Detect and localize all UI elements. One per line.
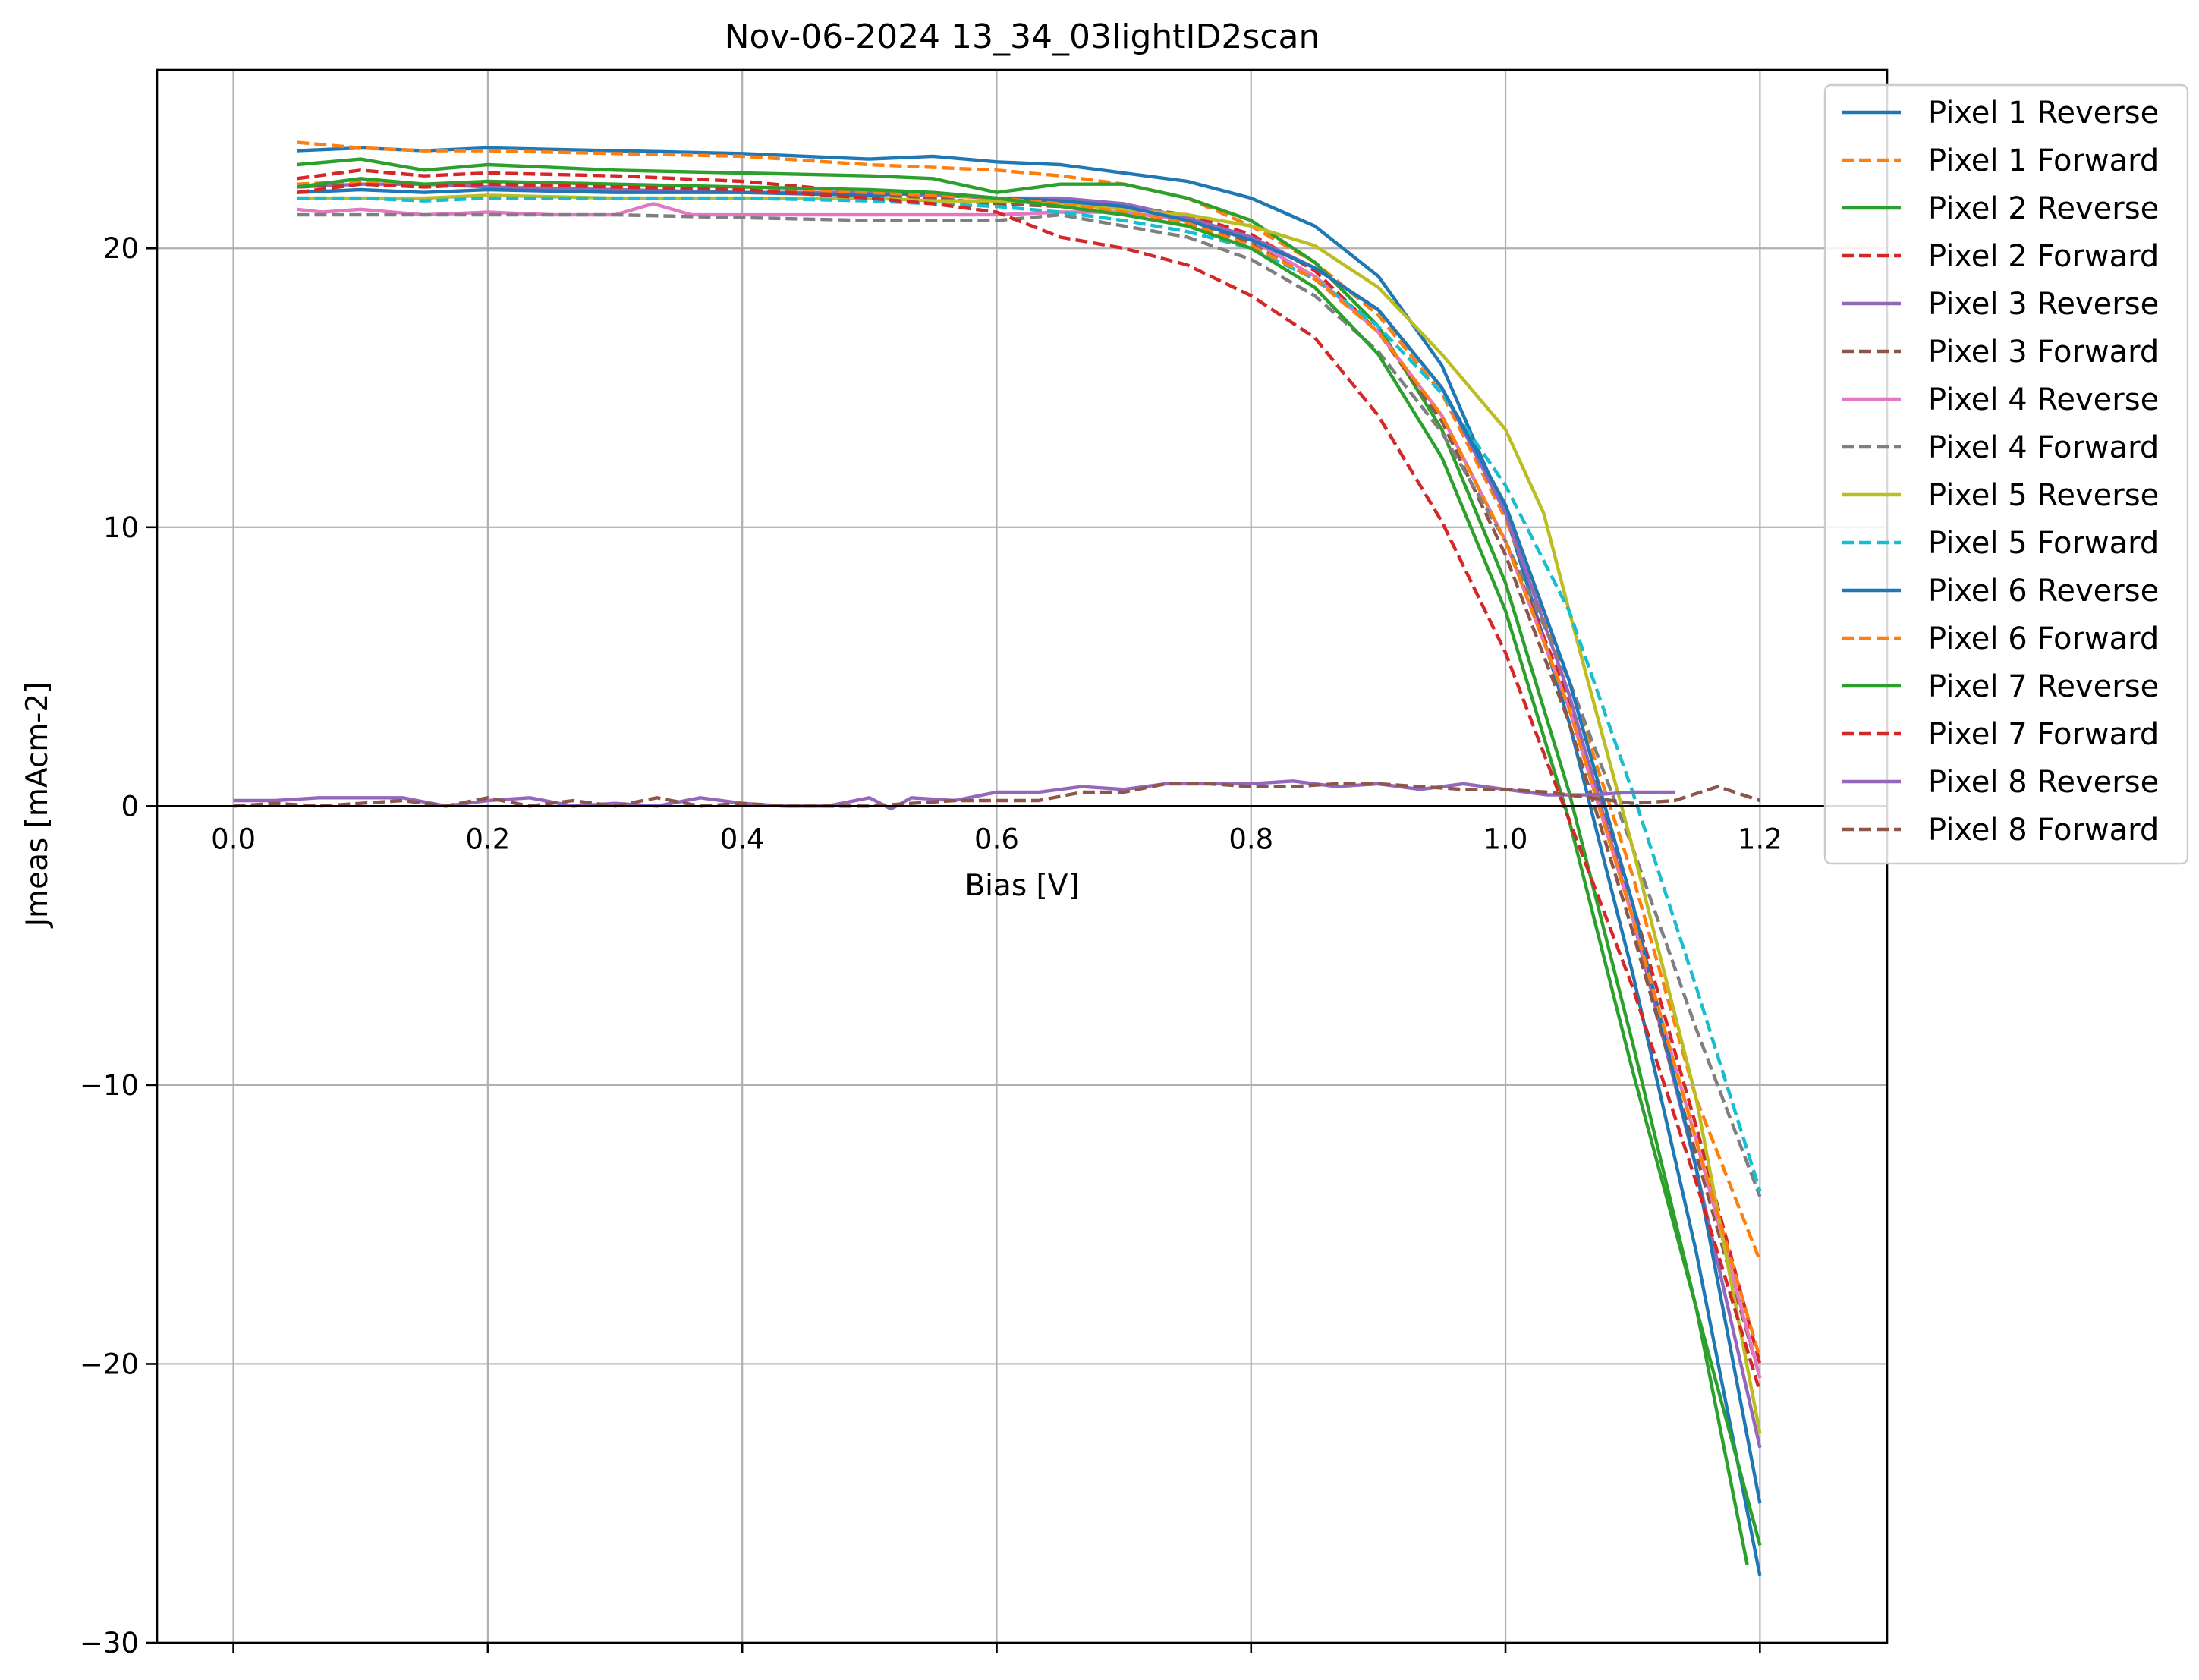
legend-label: Pixel 5 Forward xyxy=(1928,526,2159,561)
x-tick-label: 0.0 xyxy=(211,823,256,855)
series-lines xyxy=(233,140,1762,1577)
x-tick-label: 0.8 xyxy=(1228,823,1273,855)
legend-label: Pixel 8 Reverse xyxy=(1928,765,2159,800)
y-tick-label: 0 xyxy=(121,790,139,823)
y-tick-label: −20 xyxy=(80,1348,139,1380)
y-tick-label: −30 xyxy=(80,1627,139,1660)
tick-labels: 0.0 0.2 0.4 0.6 0.8 1.0 1.2 20 10 0 −10 −20 −30 xyxy=(80,232,1782,1660)
legend-label: Pixel 8 Forward xyxy=(1928,813,2159,848)
legend-label: Pixel 4 Forward xyxy=(1928,430,2159,465)
legend-label: Pixel 7 Forward xyxy=(1928,717,2159,752)
x-tick-label: 0.6 xyxy=(974,823,1019,855)
legend-label: Pixel 1 Forward xyxy=(1928,143,2159,178)
series-line-pixel-8-reverse xyxy=(233,779,1675,811)
x-tick-label: 1.0 xyxy=(1483,823,1528,855)
legend-label: Pixel 7 Reverse xyxy=(1928,669,2159,704)
series-line-pixel-8-forward xyxy=(233,782,1761,808)
series-line-pixel-5-forward xyxy=(297,196,1762,1192)
y-tick-label: 10 xyxy=(103,511,139,544)
legend-label: Pixel 6 Forward xyxy=(1928,621,2159,656)
series-line-pixel-7-reverse xyxy=(297,177,1762,1546)
series-line-pixel-2-reverse xyxy=(297,157,1749,1565)
y-tick-label: 20 xyxy=(103,232,139,265)
legend-label: Pixel 3 Forward xyxy=(1928,335,2159,370)
series-line-pixel-4-forward xyxy=(297,212,1762,1197)
x-tick-label: 0.2 xyxy=(465,823,510,855)
series-line-pixel-6-reverse xyxy=(297,187,1762,1504)
y-axis-label: Jmeas [mAcm-2] xyxy=(20,682,55,930)
x-tick-label: 0.4 xyxy=(720,823,765,855)
legend-label: Pixel 2 Reverse xyxy=(1928,191,2159,226)
series-line-pixel-7-forward xyxy=(297,182,1762,1392)
legend-label: Pixel 4 Reverse xyxy=(1928,382,2159,417)
chart-title: Nov-06-2024 13_34_03lightID2scan xyxy=(725,17,1320,56)
legend-label: Pixel 2 Forward xyxy=(1928,239,2159,274)
x-axis-label: Bias [V] xyxy=(964,869,1079,903)
legend: Pixel 1 Reverse Pixel 1 Forward Pixel 2 Re… xyxy=(1823,83,2189,865)
y-tick-label: −10 xyxy=(80,1069,139,1102)
x-tick-label: 1.2 xyxy=(1738,823,1782,855)
legend-label: Pixel 5 Reverse xyxy=(1928,478,2159,513)
legend-label: Pixel 3 Reverse xyxy=(1928,287,2159,322)
legend-label: Pixel 1 Reverse xyxy=(1928,96,2159,131)
legend-label: Pixel 6 Reverse xyxy=(1928,574,2159,609)
legend-box xyxy=(1823,83,2189,865)
